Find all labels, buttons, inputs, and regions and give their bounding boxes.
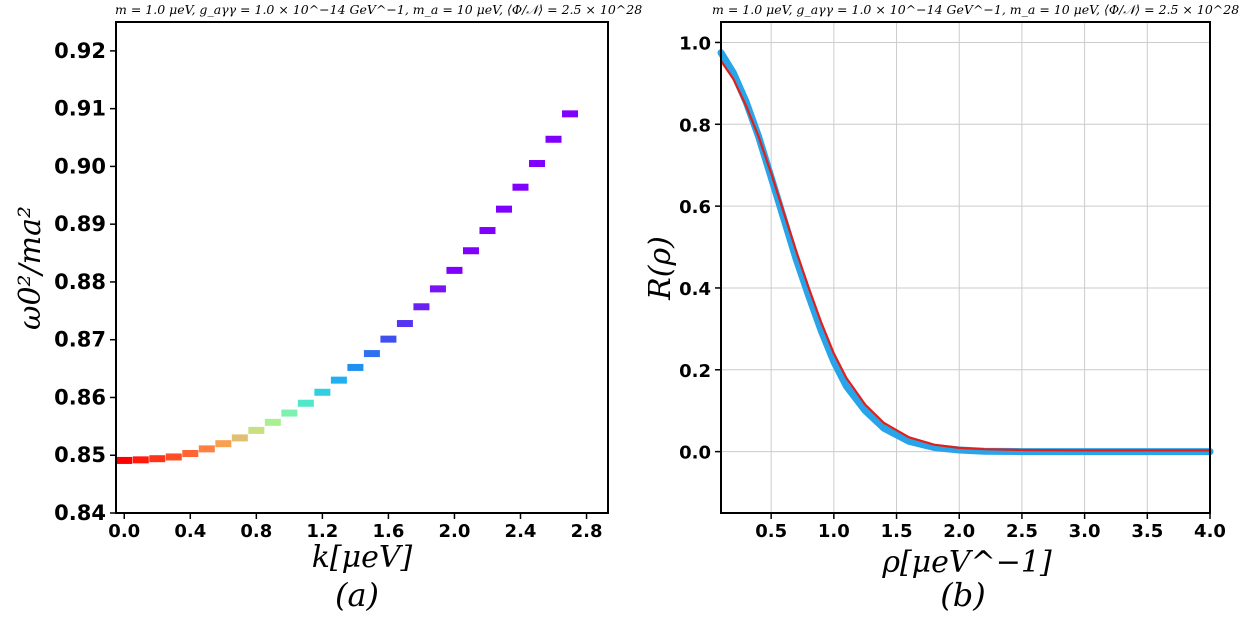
panel-b-grid [721, 22, 1211, 513]
y-tick-label: 0.6 [679, 197, 711, 218]
panel-a-caption: (a) [335, 576, 379, 614]
data-point [413, 303, 430, 311]
y-tick-label: 1.0 [679, 33, 711, 54]
data-point [149, 455, 166, 463]
data-point [314, 388, 331, 396]
data-point [198, 445, 215, 453]
data-point [132, 456, 149, 464]
series-line-1 [717, 49, 1214, 456]
data-point [297, 399, 314, 407]
data-point [248, 426, 265, 434]
data-point [529, 160, 546, 168]
panel-b-title: m = 1.0 μeV, g_aγγ = 1.0 × 10^−14 GeV^−1… [712, 2, 1239, 17]
y-tick-label: 0.91 [54, 97, 106, 121]
panel-b-lines [717, 49, 1214, 456]
data-point [396, 320, 413, 328]
x-tick-label: 1.0 [818, 521, 850, 542]
panel-b-ticks: 0.5 1.0 1.5 2.0 2.5 3.0 3.5 4.0 0.0 0.2 0.4 0.6 0.8 1… [679, 33, 1226, 542]
x-tick-label: 3.0 [1069, 521, 1101, 542]
y-tick-label: 0.2 [679, 361, 711, 382]
data-point [116, 456, 133, 464]
data-point [562, 110, 579, 118]
data-point [380, 335, 397, 343]
panel-b-caption: (b) [940, 576, 985, 614]
panel-b-ylabel: R(ρ) [643, 236, 678, 301]
y-tick-label: 0.88 [54, 270, 106, 294]
x-tick-label: 3.5 [1131, 521, 1163, 542]
data-point [363, 350, 380, 358]
x-tick-label: 2.0 [439, 521, 471, 542]
x-tick-label: 2.5 [1006, 521, 1038, 542]
y-tick-label: 0.87 [54, 328, 106, 352]
x-tick-label: 2.8 [571, 521, 603, 542]
data-point [231, 434, 248, 442]
x-tick-label: 0.5 [755, 521, 787, 542]
panel-a-xlabel: k[μeV] [312, 540, 413, 575]
data-point [182, 450, 199, 458]
panel-a-marks [116, 110, 579, 464]
x-tick-label: 0.8 [240, 521, 272, 542]
x-tick-label: 0.4 [174, 521, 206, 542]
data-point [281, 409, 298, 417]
panel-a-ticks: 0.0 0.4 0.8 1.2 1.6 2.0 2.4 2.8 0.84 0.85 0.86 0.87… [54, 39, 602, 542]
y-tick-label: 0.85 [54, 443, 106, 467]
panel-a-frame [115, 21, 609, 514]
panel-a-title: m = 1.0 μeV, g_aγγ = 1.0 × 10^−14 GeV^−1… [115, 2, 642, 17]
x-tick-label: 1.6 [372, 521, 404, 542]
panel-b-xlabel: ρ[μeV^−1] [881, 545, 1052, 580]
y-tick-label: 0.0 [679, 443, 711, 464]
panel-a-ylabel: ω0²/ma² [13, 206, 48, 330]
data-point [330, 376, 347, 384]
data-point [479, 227, 496, 235]
x-tick-label: 1.2 [306, 521, 338, 542]
panel-b: m = 1.0 μeV, g_aγγ = 1.0 × 10^−14 GeV^−1… [643, 2, 1239, 614]
data-point [264, 418, 281, 426]
series-line-0 [719, 59, 1212, 452]
y-tick-label: 0.89 [54, 212, 106, 236]
data-point [495, 205, 512, 213]
data-point [429, 285, 446, 293]
y-tick-label: 0.4 [679, 279, 711, 300]
x-tick-label: 2.4 [505, 521, 537, 542]
data-point [462, 247, 479, 255]
data-point [446, 266, 463, 274]
data-point [545, 135, 562, 143]
y-tick-label: 0.84 [54, 501, 106, 525]
y-tick-label: 0.86 [54, 385, 106, 409]
x-tick-label: 2.0 [943, 521, 975, 542]
data-point [215, 440, 232, 448]
panel-a: m = 1.0 μeV, g_aγγ = 1.0 × 10^−14 GeV^−1… [13, 2, 642, 614]
y-tick-label: 0.92 [54, 39, 106, 63]
x-tick-label: 4.0 [1194, 521, 1226, 542]
panel-b-frame [720, 21, 1211, 514]
x-tick-label: 0.0 [108, 521, 140, 542]
y-tick-label: 0.8 [679, 115, 711, 136]
data-point [512, 183, 529, 191]
x-tick-label: 1.5 [881, 521, 913, 542]
y-tick-label: 0.90 [54, 154, 106, 178]
data-point [347, 363, 364, 371]
data-point [165, 453, 182, 461]
